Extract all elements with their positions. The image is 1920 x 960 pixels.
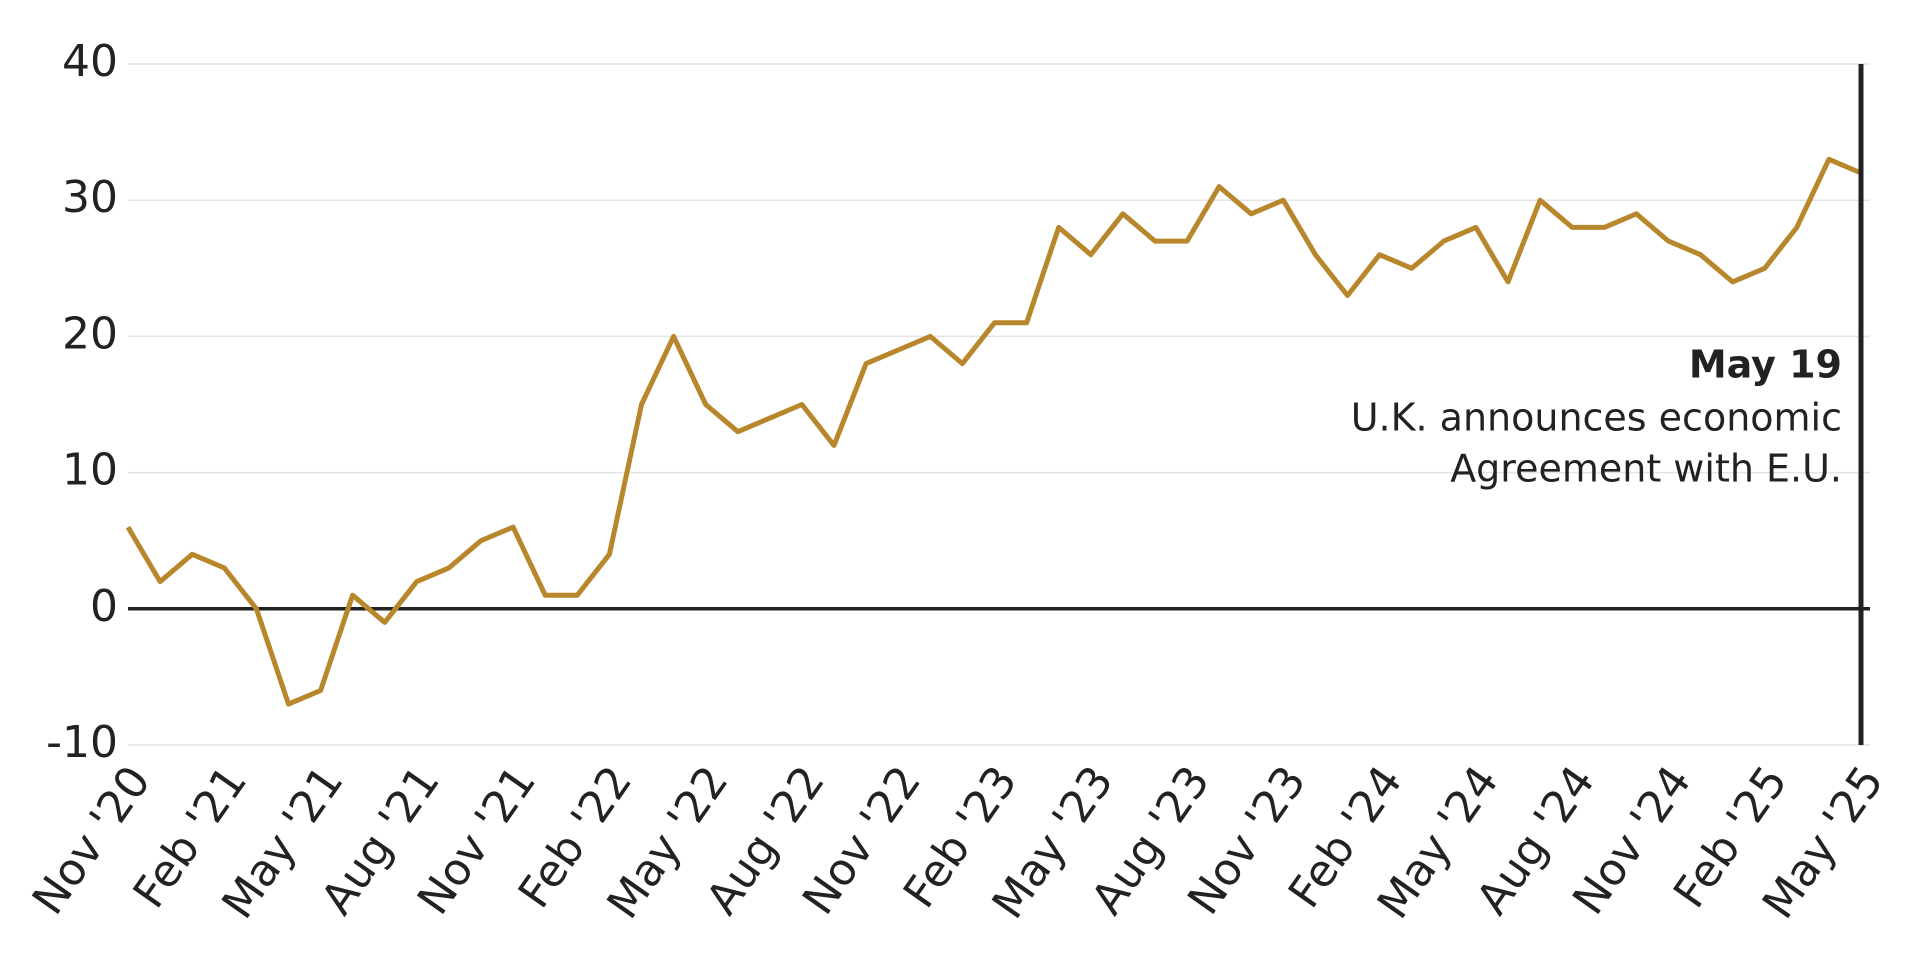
series-line <box>125 156 1862 707</box>
annotation-text: Agreement with E.U. <box>1450 447 1842 491</box>
y-tick-label: 30 <box>62 172 118 223</box>
y-tick-label: -10 <box>46 717 118 768</box>
annotation-text: U.K. announces economic <box>1351 396 1842 440</box>
y-tick-label: 10 <box>62 445 118 496</box>
y-tick-label: 40 <box>62 36 118 87</box>
annotation-title: May 19 <box>1689 343 1842 387</box>
y-tick-label: 0 <box>90 581 118 632</box>
y-tick-label: 20 <box>62 308 118 359</box>
